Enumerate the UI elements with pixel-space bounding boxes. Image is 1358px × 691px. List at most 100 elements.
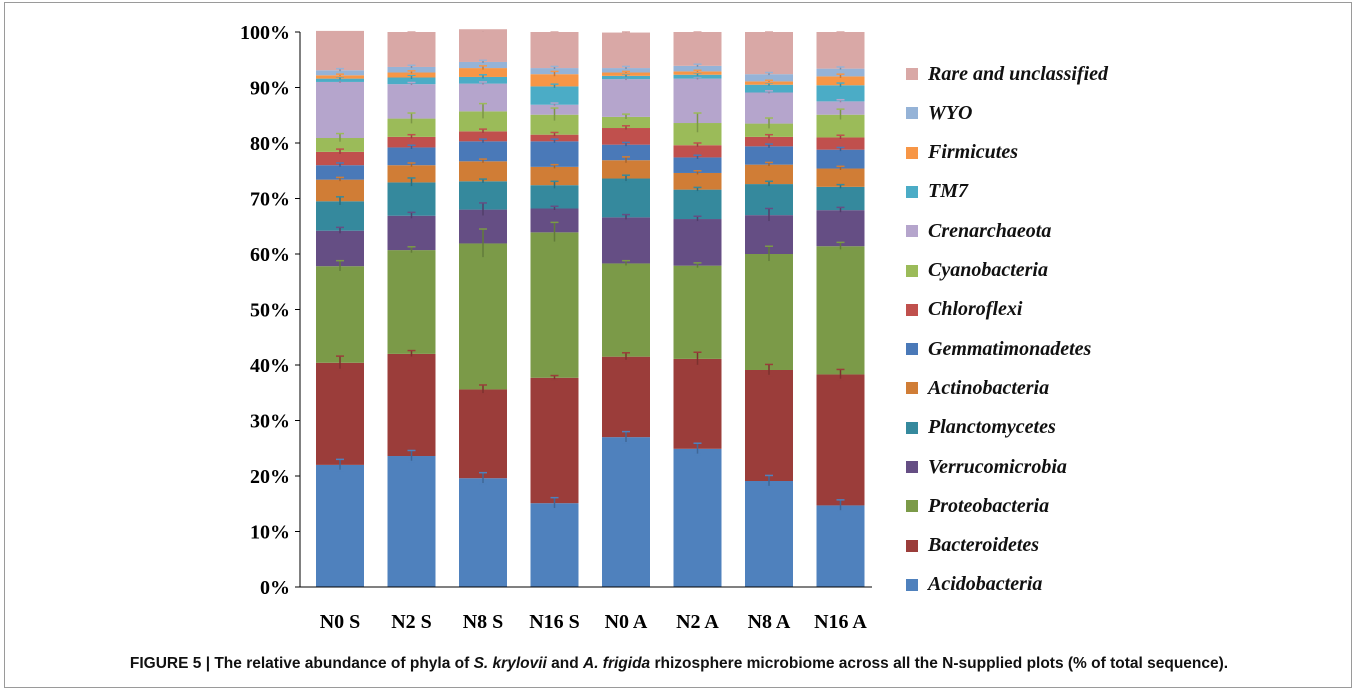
legend-label: Bacteroidetes — [928, 534, 1040, 557]
bar-segment — [459, 141, 507, 162]
bar-segment — [459, 161, 507, 182]
y-tick-label: 30% — [250, 411, 290, 433]
legend-swatch — [906, 500, 918, 513]
bar-segment — [673, 32, 722, 66]
legend-swatch — [906, 107, 918, 120]
bar-segment — [316, 138, 364, 152]
legend-swatch — [906, 68, 918, 80]
bar-segment — [316, 464, 364, 587]
y-tick-label: 50% — [250, 300, 290, 322]
bar-segment — [673, 145, 722, 158]
legend-swatch — [906, 421, 918, 434]
bar-segment — [530, 114, 579, 135]
bar-segment — [459, 76, 507, 84]
y-tick-label: 100% — [240, 22, 290, 44]
legend-swatch — [906, 225, 918, 238]
bar-segment — [745, 164, 793, 185]
bar-segment — [387, 182, 436, 216]
bars — [316, 29, 865, 587]
bar-segment — [816, 246, 865, 375]
bar-segment — [387, 32, 436, 67]
bar-segment — [387, 118, 436, 137]
bar-segment — [816, 505, 865, 587]
legend-item: Actinobacteria — [906, 376, 1049, 400]
caption-part3: rhizosphere microbiome across all the N-… — [650, 655, 1229, 672]
legend-item: Proteobacteria — [906, 494, 1049, 518]
bar-segment — [745, 74, 793, 82]
figure-caption: FIGURE 5 | The relative abundance of phy… — [0, 655, 1358, 673]
bar-segment — [530, 503, 579, 587]
bar-segment — [316, 81, 364, 139]
legend-swatch — [906, 264, 918, 277]
legend-swatch — [906, 343, 918, 356]
bar-segment — [816, 374, 865, 506]
figure-frame — [4, 2, 1352, 688]
bar-segment — [673, 189, 722, 220]
legend-label: Gemmatimonadetes — [928, 337, 1092, 360]
bar-segment — [816, 114, 865, 138]
bar-segment — [816, 210, 865, 247]
stacked-bar-chart: 0% 10% 20% 30% 40% 50% 60% 70% 80% 90% 100% N0 S N2… — [240, 22, 872, 633]
caption-part1: FIGURE 5 | The relative abundance of phy… — [129, 655, 474, 672]
y-tick-label: 0% — [260, 577, 290, 599]
legend-item: Bacteroidetes — [906, 534, 1039, 558]
bar-segment — [316, 362, 364, 465]
bar-segment — [602, 32, 650, 69]
legend-item: Cyanobacteria — [906, 259, 1048, 283]
bar-segment — [673, 157, 722, 173]
bar-segment — [387, 215, 436, 251]
caption-part2: and — [546, 655, 583, 672]
legend-label: Crenarchaeota — [928, 219, 1052, 242]
bar-segment — [387, 250, 436, 354]
legend-label: Verrucomicrobia — [928, 455, 1067, 478]
bar-segment — [602, 160, 650, 179]
bar-segment — [745, 480, 793, 587]
legend-item: Crenarchaeota — [906, 219, 1051, 243]
y-tick-label: 10% — [250, 522, 290, 544]
bar-segment — [745, 84, 793, 93]
legend-label: Rare and unclassified — [928, 62, 1109, 85]
caption-species2: A. frigida — [583, 655, 651, 672]
bar-segment — [673, 219, 722, 266]
bar-segment — [816, 101, 865, 115]
legend-item: Chloroflexi — [906, 298, 1022, 322]
bar-segment — [745, 32, 793, 75]
bar-segment — [387, 66, 436, 73]
legend-label: WYO — [928, 101, 973, 124]
bar-segment — [602, 178, 650, 218]
y-tick-label: 70% — [250, 189, 290, 211]
legend-item: TM7 — [906, 180, 968, 204]
legend-item: Acidobacteria — [906, 573, 1042, 597]
bar-segment — [530, 377, 579, 504]
x-axis: N0 S N2 S N8 S N16 S N0 A N2 A N8 A N16 A — [300, 586, 872, 633]
legend-item: Gemmatimonadetes — [906, 337, 1091, 361]
legend-label: Chloroflexi — [928, 298, 1023, 321]
bar-segment — [316, 151, 364, 166]
y-tick-label: 90% — [250, 78, 290, 100]
bar-segment — [816, 149, 865, 169]
bar-segment — [387, 353, 436, 457]
y-tick-label: 60% — [250, 244, 290, 266]
legend-swatch — [906, 578, 918, 591]
legend-swatch — [906, 382, 918, 395]
bar-segment — [459, 29, 507, 62]
legend-label: TM7 — [928, 180, 968, 203]
bar-segment — [387, 77, 436, 85]
bar-segment — [816, 186, 865, 211]
legend-item: WYO — [906, 101, 972, 125]
x-tick-label: N0 A — [605, 611, 648, 633]
legend-item: Firmicutes — [906, 141, 1018, 165]
legend-swatch — [906, 303, 918, 316]
bar-segment — [530, 166, 579, 186]
bar-segment — [745, 369, 793, 481]
bar-segment — [673, 172, 722, 190]
bar-segment — [316, 30, 364, 71]
bar-segment — [673, 448, 722, 587]
caption-species1: S. krylovii — [473, 655, 547, 672]
bar-segment — [673, 265, 722, 359]
bar-segment — [816, 137, 865, 150]
bar-segment — [459, 243, 507, 390]
bar-segment — [316, 165, 364, 180]
bar-segment — [602, 437, 650, 587]
bar-segment — [602, 144, 650, 161]
